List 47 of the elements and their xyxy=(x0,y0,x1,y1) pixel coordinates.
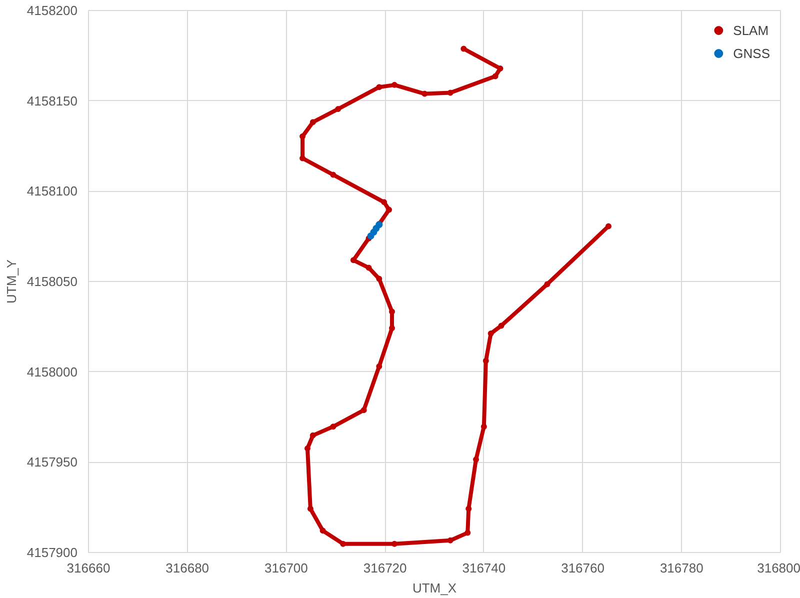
point xyxy=(480,424,487,430)
point xyxy=(544,281,550,288)
x-tick-label: 316680 xyxy=(166,560,210,576)
y-tick-label: 4158150 xyxy=(26,93,78,108)
point xyxy=(376,276,382,282)
point xyxy=(376,363,382,370)
point xyxy=(335,106,342,112)
point xyxy=(366,264,372,271)
y-tick-label: 4158050 xyxy=(26,274,78,289)
point xyxy=(304,445,310,452)
y-axis-title: UTM_Y xyxy=(4,259,19,304)
x-tick-label: 316700 xyxy=(264,560,308,576)
y-tick-label: 4158200 xyxy=(26,3,78,18)
point xyxy=(460,46,467,52)
point xyxy=(605,223,612,230)
point xyxy=(482,358,489,364)
point xyxy=(360,407,367,414)
point xyxy=(473,456,480,462)
point xyxy=(310,119,316,126)
point xyxy=(330,172,336,178)
x-tick-label: 316740 xyxy=(462,560,506,576)
legend-label: GNSS xyxy=(733,46,770,60)
x-tick-label: 316720 xyxy=(363,560,407,576)
point xyxy=(488,330,494,337)
y-tick-label: 4158100 xyxy=(26,184,78,199)
point xyxy=(310,432,316,438)
point xyxy=(307,506,314,512)
point xyxy=(381,199,388,206)
x-tick-label: 316760 xyxy=(561,560,604,576)
point xyxy=(320,528,326,534)
point xyxy=(498,322,504,329)
point xyxy=(376,84,382,90)
point xyxy=(464,530,471,536)
x-tick-label: 316660 xyxy=(66,560,110,576)
x-axis-title: UTM_X xyxy=(412,580,457,596)
legend-label: SLAM xyxy=(733,22,769,38)
x-tick-label: 316780 xyxy=(660,560,704,576)
y-tick-label: 4157900 xyxy=(26,545,78,560)
point xyxy=(350,257,356,264)
point xyxy=(300,133,306,140)
x-tick-label: 316800 xyxy=(757,560,800,576)
point xyxy=(386,206,392,213)
point xyxy=(330,424,336,430)
point xyxy=(497,66,504,72)
y-tick-label: 4158000 xyxy=(26,364,78,380)
y-tick-label: 4157950 xyxy=(26,454,78,470)
point xyxy=(492,73,498,80)
